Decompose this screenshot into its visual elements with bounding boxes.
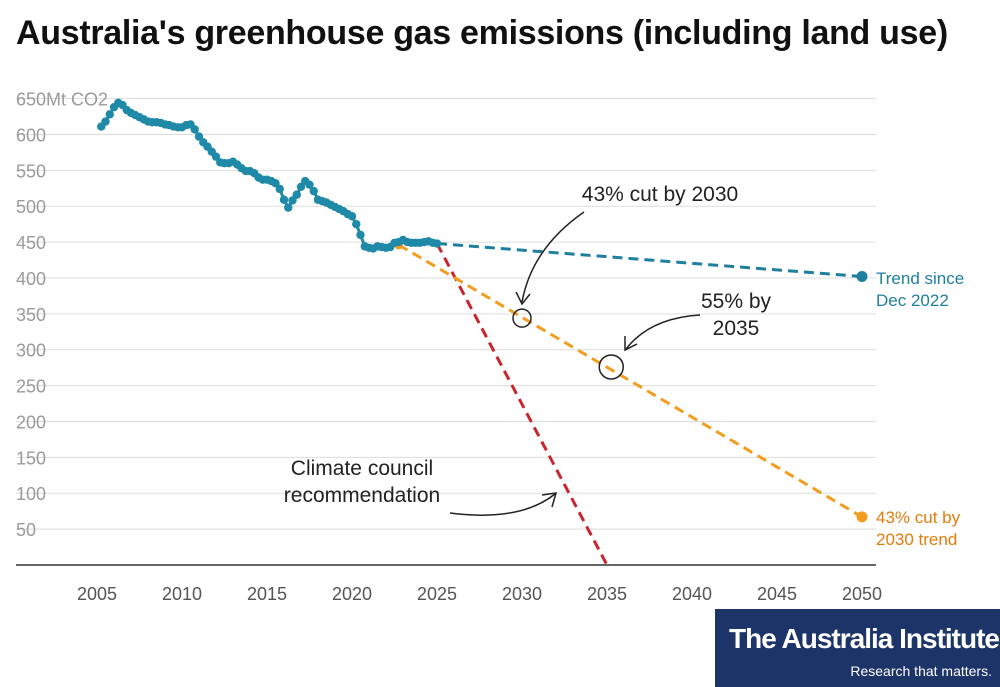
y-tick-label-300: 300 (16, 341, 46, 361)
logo-tagline: Research that matters. (850, 663, 992, 679)
y-tick-label-150: 150 (16, 448, 46, 468)
historical-point (432, 239, 442, 248)
historical-point (211, 152, 221, 161)
y-axis-tick-labels: 50 100 150 200 250 300 350 400 450 500 550 600 650Mt… (16, 90, 108, 541)
x-tick-label-2035: 2035 (587, 584, 627, 604)
y-tick-label-650: 650Mt CO2 (16, 90, 108, 110)
historical-point (194, 132, 204, 141)
target-43pct-line (397, 243, 863, 519)
historical-point (352, 219, 361, 229)
trend-line (436, 242, 863, 279)
series-layer (97, 98, 868, 566)
historical-point (105, 110, 114, 119)
target-end-label-line: 43% cut by (876, 508, 961, 527)
target-end-dot (856, 511, 868, 523)
x-tick-label-2045: 2045 (757, 584, 797, 604)
y-tick-label-200: 200 (16, 412, 46, 432)
australia-institute-logo: The Australia Institute Research that ma… (715, 609, 1000, 687)
x-tick-label-2020: 2020 (332, 584, 372, 604)
x-tick-label-2040: 2040 (672, 584, 712, 604)
annotation-council-line: Climate council (291, 457, 433, 480)
target-end-label-line: 2030 trend (876, 530, 957, 549)
trend-end-label-line: Trend since (876, 269, 964, 288)
x-tick-label-2015: 2015 (247, 584, 287, 604)
logo-name: The Australia Institute (729, 623, 1000, 654)
annotation-council-line: recommendation (284, 484, 440, 507)
marker-circle-2030 (512, 308, 532, 328)
historical-point (356, 230, 365, 240)
x-tick-label-2005: 2005 (77, 584, 117, 604)
council-recommendation-line (435, 242, 609, 566)
arrow-council (449, 493, 556, 516)
marker-circle-2035 (598, 354, 624, 380)
historical-point (279, 195, 289, 204)
annotation-55pct-2035-line: 55% by (701, 290, 772, 313)
arrowhead-2030 (515, 291, 531, 306)
y-tick-label-600: 600 (16, 125, 46, 145)
historical-point (305, 180, 314, 189)
y-tick-label-50: 50 (16, 520, 36, 540)
trend-end-dot (856, 271, 868, 283)
x-tick-label-2025: 2025 (417, 584, 457, 604)
x-tick-label-2010: 2010 (162, 584, 202, 604)
historical-point (271, 179, 280, 188)
historical-point (309, 186, 318, 196)
arrow-2035 (625, 314, 701, 350)
historical-point (292, 190, 301, 199)
y-tick-label-550: 550 (16, 161, 46, 181)
y-tick-label-350: 350 (16, 305, 46, 325)
x-axis-tick-labels: 2005 2010 2015 2020 2025 2030 2035 2040 2045 2050 (77, 584, 882, 604)
y-tick-label-100: 100 (16, 484, 46, 504)
gridlines (16, 98, 876, 530)
historical-point (190, 125, 199, 134)
historical-point (296, 182, 306, 192)
x-tick-label-2050: 2050 (842, 584, 882, 604)
y-tick-label-450: 450 (16, 233, 46, 253)
y-tick-label-400: 400 (16, 269, 46, 289)
historical-point (288, 196, 297, 205)
arrowhead-council (541, 492, 558, 508)
x-tick-label-2030: 2030 (502, 584, 542, 604)
historical-point (275, 184, 284, 194)
annotation-layer: 43% cut by 2030 55% by 2035 Climate council… (284, 183, 964, 549)
arrow-2030 (521, 211, 585, 303)
y-tick-label-500: 500 (16, 197, 46, 217)
historical-point (284, 203, 293, 212)
historical-point (347, 212, 357, 221)
arrowhead-2035 (624, 336, 638, 352)
annotation-43pct-2030: 43% cut by 2030 (582, 183, 738, 206)
annotation-55pct-2035-line: 2035 (713, 317, 760, 340)
historical-point (101, 117, 110, 126)
y-tick-label-250: 250 (16, 377, 46, 397)
trend-end-label-line: Dec 2022 (876, 291, 949, 310)
chart-title: Australia's greenhouse gas emissions (in… (16, 14, 948, 52)
